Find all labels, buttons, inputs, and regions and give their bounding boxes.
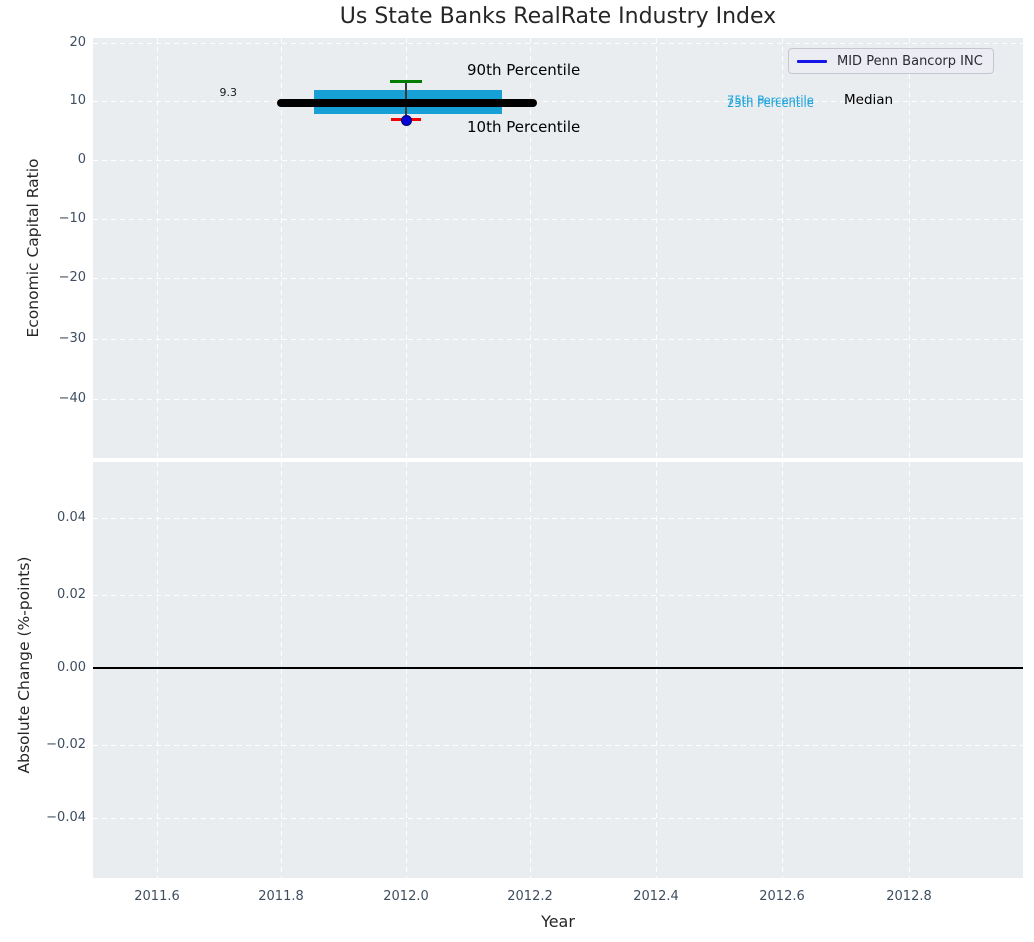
x-tick-label: 2011.6: [134, 889, 180, 904]
gridline-y: [93, 43, 1023, 44]
top-y-axis-label: Economic Capital Ratio: [24, 158, 42, 338]
p90-cap: [390, 80, 422, 83]
x-tick-label: 2012.6: [759, 889, 805, 904]
x-tick-label: 2011.8: [258, 889, 304, 904]
gridline-y: [93, 160, 1023, 161]
gridline-x: [782, 462, 783, 878]
gridline-x: [406, 38, 407, 458]
y-tick-label: 0.00: [57, 660, 86, 675]
y-tick-label: 20: [69, 35, 86, 50]
gridline-y: [93, 745, 1023, 746]
median-value-annotation: 9.3: [219, 86, 238, 99]
y-tick-label: 0.04: [57, 510, 86, 525]
top-axes: 9.3 90th Percentile 10th Percentile 75th…: [93, 38, 1023, 458]
chart-title: Us State Banks RealRate Industry Index: [339, 4, 777, 29]
bottom-axes: [93, 462, 1023, 878]
gridline-x: [157, 38, 158, 458]
gridline-x: [406, 462, 407, 878]
gridline-x: [281, 462, 282, 878]
x-tick-label: 2012.0: [383, 889, 429, 904]
y-tick-label: −40: [58, 391, 86, 406]
legend-label: MID Penn Bancorp INC: [837, 53, 983, 69]
gridline-x: [157, 462, 158, 878]
y-tick-label: −20: [58, 270, 86, 285]
company-marker: [401, 115, 412, 126]
x-tick-label: 2012.4: [633, 889, 679, 904]
x-tick-label: 2012.8: [886, 889, 932, 904]
median-text-annotation: Median: [844, 92, 894, 108]
p10-annotation: 10th Percentile: [467, 118, 581, 136]
legend-line-swatch: [797, 59, 827, 63]
y-tick-label: 10: [69, 93, 86, 108]
gridline-y: [93, 278, 1023, 279]
y-tick-label: 0: [77, 152, 86, 167]
gridline-x: [281, 38, 282, 458]
zero-change-line: [93, 667, 1023, 669]
y-tick-label: −10: [58, 211, 86, 226]
gridline-x: [909, 462, 910, 878]
gridline-y: [93, 518, 1023, 519]
x-axis-label: Year: [541, 912, 575, 931]
median-line: [277, 99, 537, 107]
y-tick-label: −0.02: [46, 737, 86, 752]
y-tick-label: −30: [58, 331, 86, 346]
gridline-x: [656, 462, 657, 878]
gridline-y: [93, 399, 1023, 400]
gridline-x: [530, 462, 531, 878]
bottom-y-axis-label: Absolute Change (%-points): [15, 556, 33, 774]
gridline-y: [93, 219, 1023, 220]
gridline-x: [530, 38, 531, 458]
gridline-y: [93, 595, 1023, 596]
gridline-y: [93, 339, 1023, 340]
p25-annotation: 25th Percentile: [727, 96, 814, 110]
gridline-x: [656, 38, 657, 458]
p90-annotation: 90th Percentile: [467, 61, 581, 79]
p75-annotation: 75th Percentile: [727, 93, 814, 107]
gridline-y: [93, 818, 1023, 819]
x-tick-label: 2012.2: [507, 889, 553, 904]
legend: MID Penn Bancorp INC: [788, 48, 994, 74]
gridline-x: [909, 38, 910, 458]
y-tick-label: 0.02: [57, 587, 86, 602]
y-tick-label: −0.04: [46, 810, 86, 825]
gridline-y: [93, 101, 1023, 102]
gridline-x: [782, 38, 783, 458]
